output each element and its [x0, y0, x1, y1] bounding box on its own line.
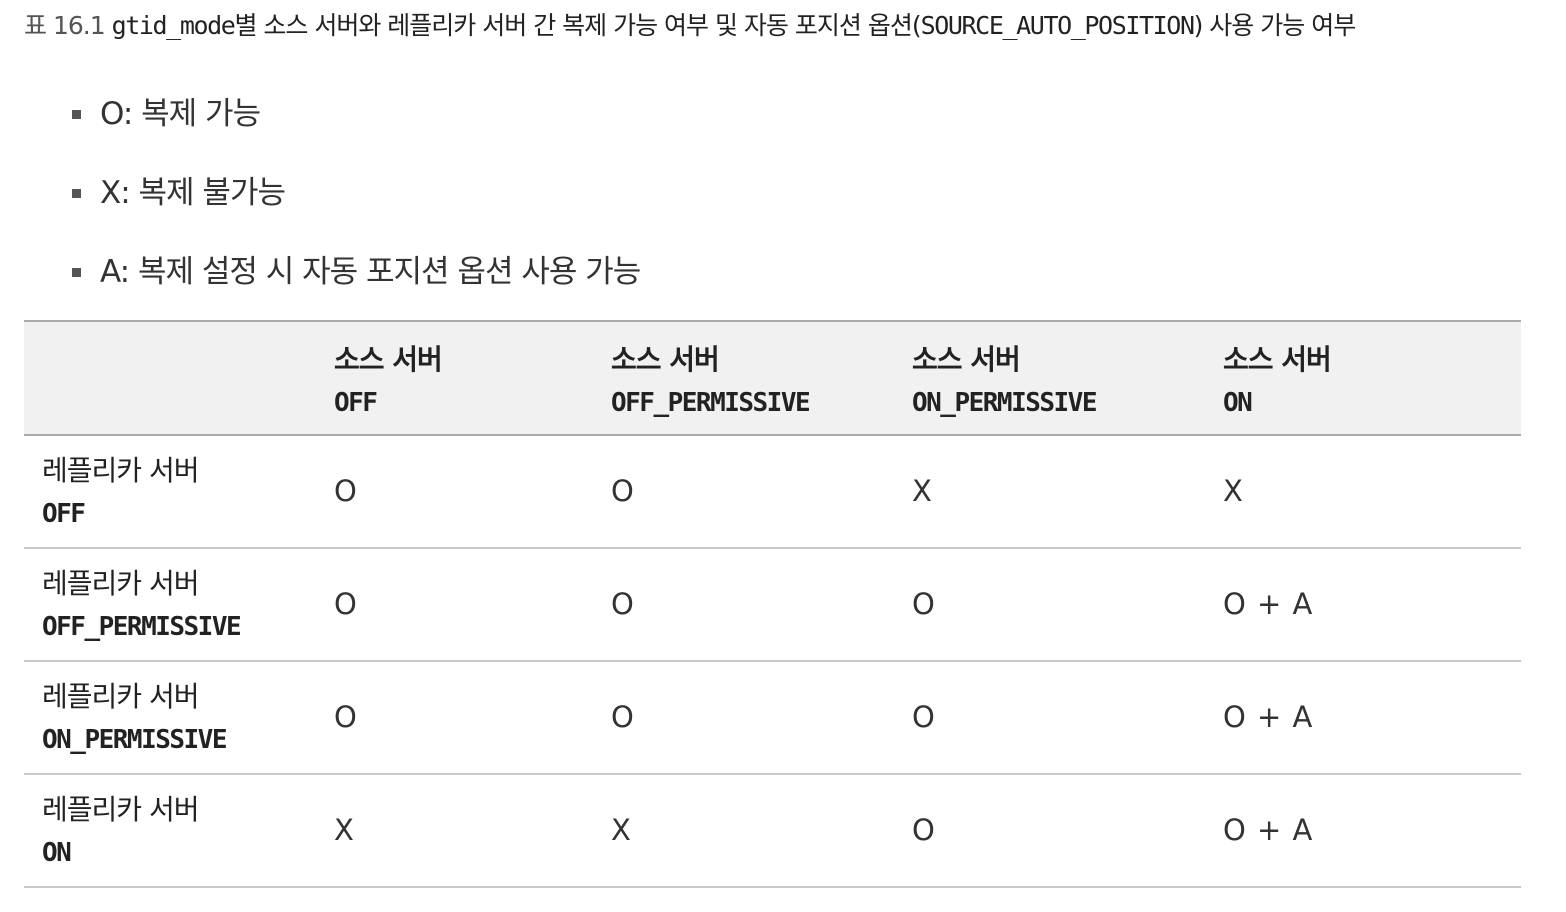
cell-value: O + A: [1223, 587, 1314, 621]
cell-value: O: [912, 813, 936, 847]
row-header-label: 레플리카 서버: [42, 792, 199, 826]
column-header-label: 소스 서버: [334, 343, 443, 376]
legend-text: A: 복제 설정 시 자동 포지션 옵션 사용 가능: [100, 254, 641, 290]
caption-suffix: ) 사용 가능 여부: [1193, 11, 1357, 40]
cell-value: O + A: [1223, 700, 1314, 734]
row-header: 레플리카 서버 OFF_PERMISSIVE: [24, 548, 316, 662]
row-header-label: 레플리카 서버: [42, 453, 199, 487]
column-header-mode: ON: [1223, 388, 1253, 418]
legend-text: X: 복제 불가능: [100, 175, 286, 211]
cell-value: O: [611, 474, 635, 508]
caption-option-name: SOURCE_AUTO_POSITION: [920, 11, 1195, 40]
table-row: 레플리카 서버 OFF_PERMISSIVE O O O O + A: [24, 548, 1521, 662]
replication-compatibility-table: 소스 서버 OFF 소스 서버 OFF_PERMISSIVE 소스 서버 ON_…: [24, 320, 1521, 888]
table-cell: O: [894, 661, 1205, 775]
column-header: 소스 서버 ON_PERMISSIVE: [894, 320, 1205, 436]
table-cell: O: [894, 774, 1205, 888]
cell-value: O: [611, 700, 635, 734]
row-header: 레플리카 서버 ON: [24, 774, 316, 888]
column-header-label: 소스 서버: [1223, 343, 1332, 376]
table-cell: O: [894, 548, 1205, 662]
table-header-row: 소스 서버 OFF 소스 서버 OFF_PERMISSIVE 소스 서버 ON_…: [24, 320, 1521, 436]
cell-value: X: [1223, 474, 1244, 508]
row-header-mode: OFF_PERMISSIVE: [42, 611, 242, 642]
cell-value: O: [912, 587, 936, 621]
cell-value: O: [334, 700, 358, 734]
square-bullet-icon: [72, 110, 81, 119]
legend-item: A: 복제 설정 시 자동 포지션 옵션 사용 가능: [72, 250, 641, 294]
cell-value: O: [912, 700, 936, 734]
column-header: 소스 서버 ON: [1205, 320, 1521, 436]
row-header-mode: ON: [42, 837, 72, 868]
table-row: 레플리카 서버 OFF O O X X: [24, 435, 1521, 549]
cell-value: X: [912, 474, 933, 508]
table-cell: O: [593, 548, 894, 662]
table-number: 표 16.1: [24, 11, 106, 40]
row-header-mode: ON_PERMISSIVE: [42, 724, 228, 755]
row-header-label: 레플리카 서버: [42, 566, 199, 600]
table-cell: O: [593, 435, 894, 549]
caption-text: 별 소스 서버와 레플리카 서버 간 복제 가능 여부 및 자동 포지션 옵션(: [234, 11, 921, 40]
column-header-label: 소스 서버: [912, 343, 1021, 376]
column-header: 소스 서버 OFF: [316, 320, 593, 436]
table-row: 레플리카 서버 ON X X O O + A: [24, 774, 1521, 888]
cell-value: O: [334, 587, 358, 621]
table-cell: X: [316, 774, 593, 888]
caption-gtid-mode: gtid_mode: [111, 11, 236, 40]
cell-value: X: [611, 813, 632, 847]
table-cell: O: [316, 548, 593, 662]
legend-item: O: 복제 가능: [72, 92, 640, 136]
legend-text: O: 복제 가능: [100, 96, 261, 132]
table-row: 레플리카 서버 ON_PERMISSIVE O O O O + A: [24, 661, 1521, 775]
table-cell: O: [593, 661, 894, 775]
column-header-label: 소스 서버: [611, 343, 720, 376]
table-cell: O + A: [1205, 774, 1521, 888]
column-header-mode: OFF_PERMISSIVE: [611, 388, 811, 418]
column-header: 소스 서버 OFF_PERMISSIVE: [593, 320, 894, 436]
row-header-mode: OFF: [42, 498, 86, 529]
cell-value: O: [611, 587, 635, 621]
legend-list: O: 복제 가능 X: 복제 불가능 A: 복제 설정 시 자동 포지션 옵션 …: [72, 92, 641, 329]
table-caption: 표 16.1 gtid_mode별 소스 서버와 레플리카 서버 간 복제 가능…: [24, 8, 1544, 44]
row-header: 레플리카 서버 OFF: [24, 435, 316, 549]
cell-value: X: [334, 813, 355, 847]
square-bullet-icon: [72, 268, 81, 277]
table-cell: X: [894, 435, 1205, 549]
square-bullet-icon: [72, 189, 81, 198]
table-cell: O + A: [1205, 548, 1521, 662]
table-cell: O: [316, 661, 593, 775]
header-corner-cell: [24, 320, 316, 436]
cell-value: O + A: [1223, 813, 1314, 847]
cell-value: O: [334, 474, 358, 508]
table-cell: O: [316, 435, 593, 549]
column-header-mode: ON_PERMISSIVE: [912, 388, 1098, 418]
row-header: 레플리카 서버 ON_PERMISSIVE: [24, 661, 316, 775]
row-header-label: 레플리카 서버: [42, 679, 199, 713]
table-cell: O + A: [1205, 661, 1521, 775]
table-cell: X: [593, 774, 894, 888]
legend-item: X: 복제 불가능: [72, 171, 640, 215]
table-cell: X: [1205, 435, 1521, 549]
column-header-mode: OFF: [334, 388, 378, 418]
